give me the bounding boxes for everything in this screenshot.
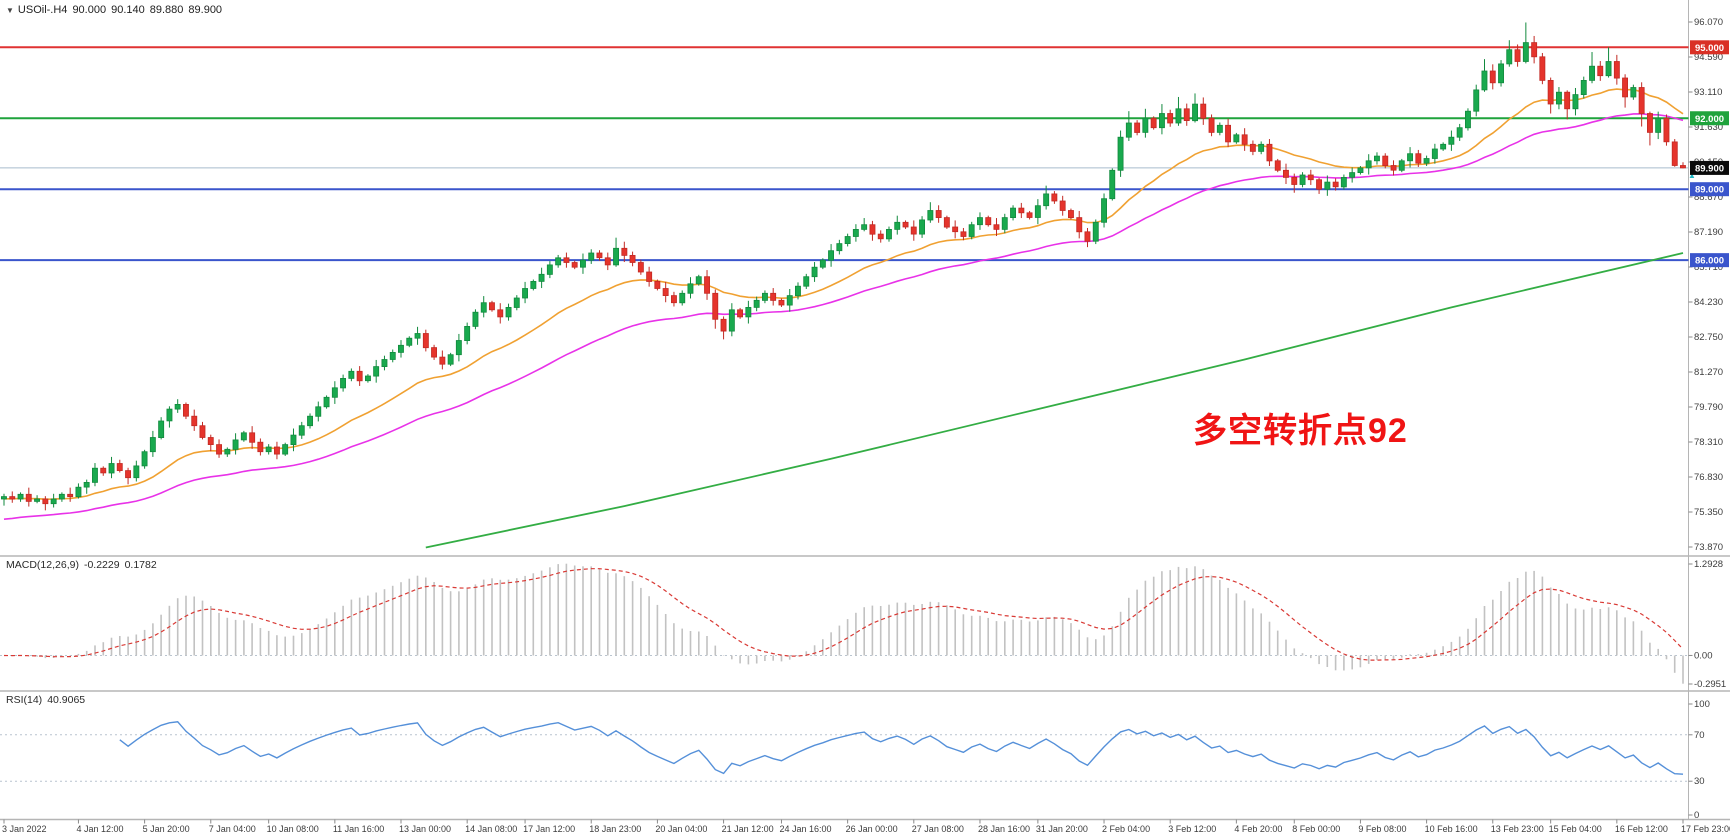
svg-text:-0.2951: -0.2951: [1694, 679, 1726, 690]
svg-text:1.2928: 1.2928: [1694, 559, 1723, 570]
macd-pane[interactable]: 1.2928 0.00 -0.2951: [0, 559, 1726, 690]
svg-text:7 Jan 04:00: 7 Jan 04:00: [209, 824, 256, 834]
svg-text:94.590: 94.590: [1694, 52, 1723, 63]
candlestick-series[interactable]: [0, 22, 1686, 511]
svg-text:75.350: 75.350: [1694, 507, 1723, 518]
svg-text:3 Feb 12:00: 3 Feb 12:00: [1168, 824, 1216, 834]
svg-text:76.830: 76.830: [1694, 472, 1723, 483]
svg-text:8 Feb 00:00: 8 Feb 00:00: [1292, 824, 1340, 834]
svg-text:10 Jan 08:00: 10 Jan 08:00: [267, 824, 319, 834]
svg-text:0: 0: [1694, 810, 1699, 821]
svg-text:70: 70: [1694, 730, 1705, 741]
svg-text:84.230: 84.230: [1694, 297, 1723, 308]
svg-text:5 Jan 20:00: 5 Jan 20:00: [143, 824, 190, 834]
svg-text:73.870: 73.870: [1694, 542, 1723, 553]
svg-text:88.670: 88.670: [1694, 192, 1723, 203]
svg-text:86.000: 86.000: [1695, 256, 1724, 267]
svg-text:81.270: 81.270: [1694, 367, 1723, 378]
svg-text:10 Feb 16:00: 10 Feb 16:00: [1425, 824, 1478, 834]
svg-text:3 Jan 2022: 3 Jan 2022: [2, 824, 47, 834]
svg-text:27 Jan 08:00: 27 Jan 08:00: [912, 824, 964, 834]
svg-text:14 Jan 08:00: 14 Jan 08:00: [465, 824, 517, 834]
svg-text:17 Jan 12:00: 17 Jan 12:00: [523, 824, 575, 834]
svg-text:17 Feb 23:00: 17 Feb 23:00: [1681, 824, 1730, 834]
pane-separators[interactable]: [0, 0, 1730, 821]
svg-text:93.110: 93.110: [1694, 87, 1722, 98]
svg-text:85.710: 85.710: [1694, 262, 1723, 273]
svg-text:21 Jan 12:00: 21 Jan 12:00: [722, 824, 774, 834]
svg-text:15 Feb 04:00: 15 Feb 04:00: [1549, 824, 1602, 834]
price-marker-icon: ▲: [1688, 171, 1696, 180]
svg-text:0.00: 0.00: [1694, 650, 1713, 661]
horizontal-level-lines[interactable]: [0, 46, 1689, 262]
price-axis-tags: 95.000 92.000 89.900 89.000 86.000: [1690, 40, 1729, 268]
svg-text:100: 100: [1694, 699, 1710, 710]
svg-text:24 Jan 16:00: 24 Jan 16:00: [779, 824, 831, 834]
svg-text:30: 30: [1694, 776, 1705, 787]
svg-text:31 Jan 20:00: 31 Jan 20:00: [1036, 824, 1088, 834]
svg-text:28 Jan 16:00: 28 Jan 16:00: [978, 824, 1030, 834]
svg-text:20 Jan 04:00: 20 Jan 04:00: [655, 824, 707, 834]
svg-text:16 Feb 12:00: 16 Feb 12:00: [1615, 824, 1668, 834]
svg-text:18 Jan 23:00: 18 Jan 23:00: [589, 824, 641, 834]
svg-text:82.750: 82.750: [1694, 332, 1723, 343]
svg-text:13 Jan 00:00: 13 Jan 00:00: [399, 824, 451, 834]
svg-text:11 Jan 16:00: 11 Jan 16:00: [333, 824, 384, 834]
svg-text:89.900: 89.900: [1695, 163, 1724, 174]
svg-text:87.190: 87.190: [1694, 227, 1723, 238]
svg-text:91.630: 91.630: [1694, 122, 1723, 133]
svg-text:9 Feb 08:00: 9 Feb 08:00: [1358, 824, 1406, 834]
svg-text:79.790: 79.790: [1694, 402, 1723, 413]
date-axis[interactable]: 3 Jan 2022 4 Jan 12:00 5 Jan 20:00 7 Jan 04…: [2, 819, 1730, 835]
svg-text:78.310: 78.310: [1694, 437, 1723, 448]
svg-text:4 Jan 12:00: 4 Jan 12:00: [76, 824, 123, 834]
svg-text:26 Jan 00:00: 26 Jan 00:00: [846, 824, 898, 834]
svg-text:96.070: 96.070: [1694, 17, 1723, 28]
svg-text:89.000: 89.000: [1695, 185, 1724, 196]
svg-text:95.000: 95.000: [1695, 43, 1724, 54]
svg-text:92.000: 92.000: [1695, 114, 1724, 125]
svg-text:13 Feb 23:00: 13 Feb 23:00: [1491, 824, 1544, 834]
svg-text:2 Feb 04:00: 2 Feb 04:00: [1102, 824, 1150, 834]
rsi-pane[interactable]: 100 70 30 0: [0, 699, 1710, 821]
svg-text:4 Feb 20:00: 4 Feb 20:00: [1234, 824, 1282, 834]
